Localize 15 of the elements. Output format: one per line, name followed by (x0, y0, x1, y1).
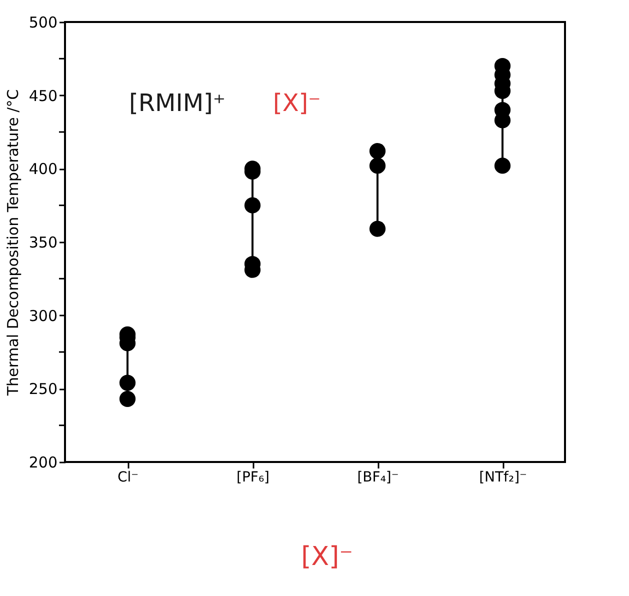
x-tick-label: Cl⁻ (117, 470, 139, 486)
annotation: [X]⁻ (273, 89, 321, 117)
y-tick-label: 450 (28, 86, 58, 105)
x-tick-label: [PF₆] (236, 470, 270, 486)
x-tick-label: [NTf₂]⁻ (479, 470, 527, 486)
text: [X]⁻ (301, 542, 353, 572)
y-tick-label: 400 (28, 160, 58, 178)
y-tick-label: 500 (28, 14, 58, 32)
y-tick-label: 200 (28, 454, 58, 472)
annotation: [RMIM]⁺ (129, 89, 226, 117)
x-tick-label: [BF₄]⁻ (357, 470, 399, 486)
y-tick-label: 350 (28, 234, 58, 252)
y-tick-label: 250 (28, 380, 58, 398)
y-tick-label: 300 (28, 306, 58, 325)
y-axis-title: Thermal Decomposition Temperature /°C (4, 89, 22, 397)
